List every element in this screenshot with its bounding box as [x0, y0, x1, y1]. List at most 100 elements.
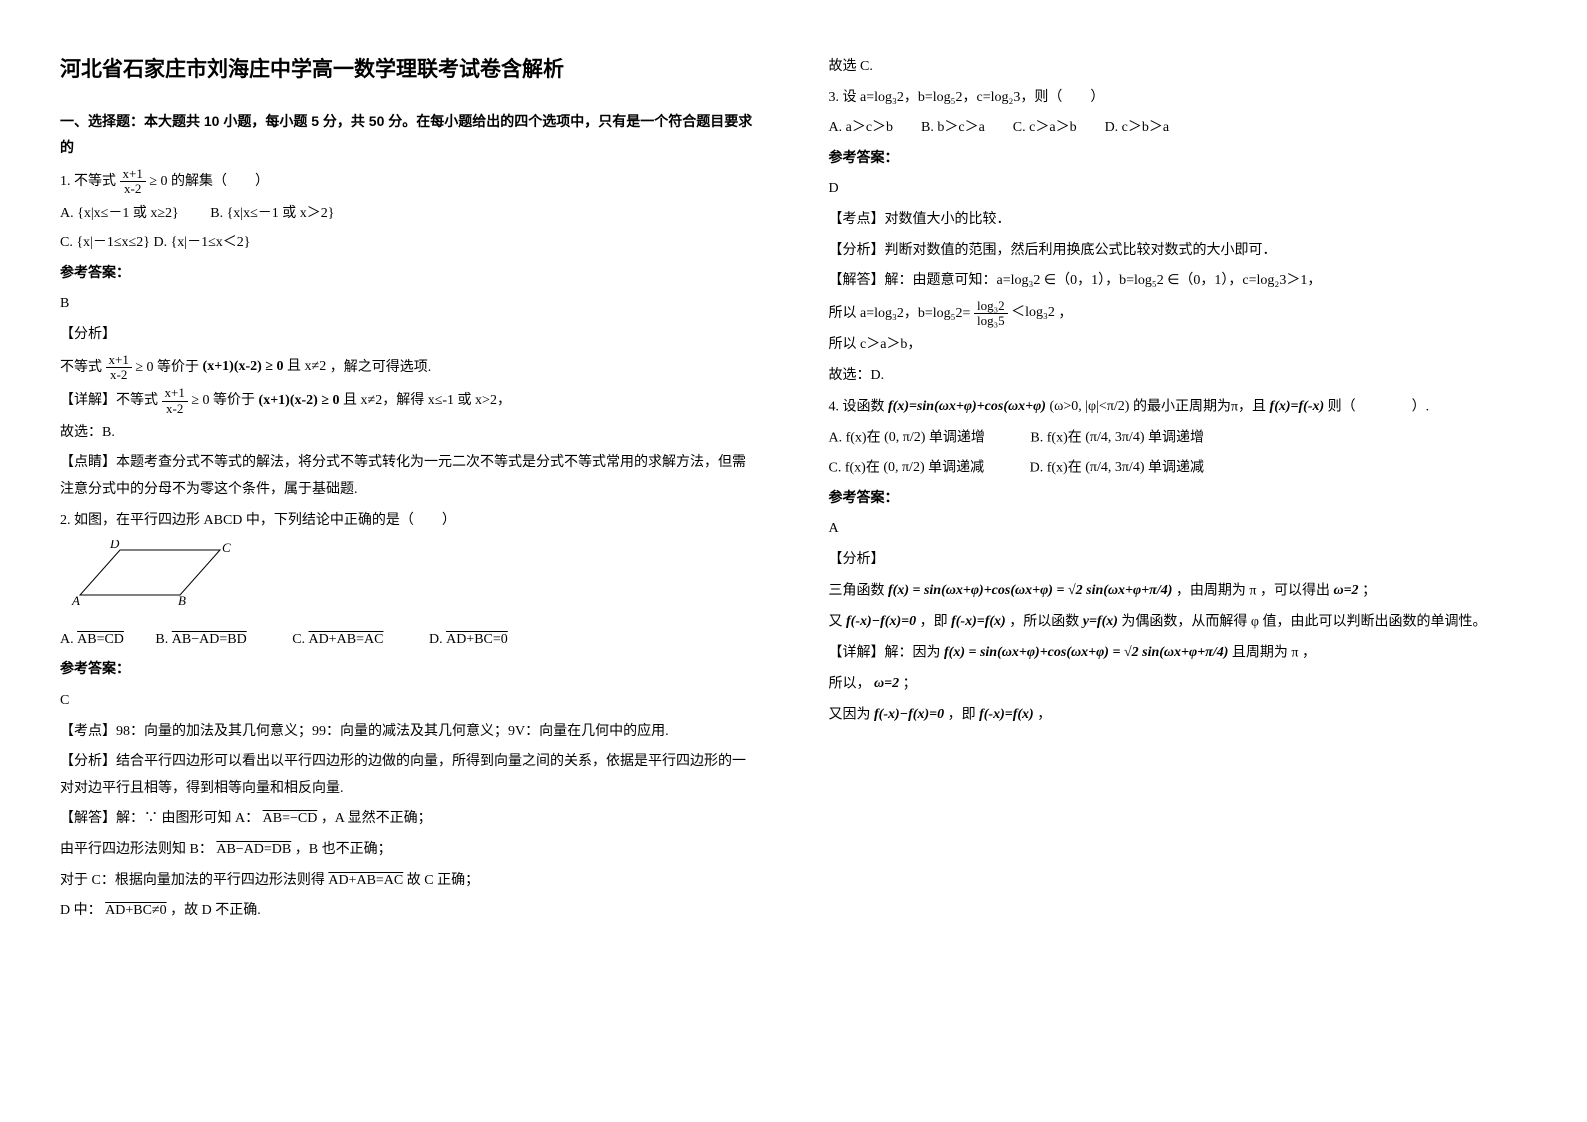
b: f(-x)=f(x) [979, 702, 1034, 729]
q4-ref-label: 参考答案： [829, 486, 1528, 513]
txt: 三角函数 [829, 583, 885, 598]
txt: 对于 C：根据向量加法的平行四边形法则得 [60, 873, 325, 888]
txt: 【详解】解：因为 [829, 645, 941, 660]
txt: 由平行四边形法则知 B： [60, 842, 213, 857]
txt: 4. 设函数 [829, 399, 885, 414]
q1-detail: 【详解】不等式 x+1 x-2 ≥ 0 等价于 (x+1)(x-2) ≥ 0 且… [60, 386, 759, 416]
txt: ，故 D 不正确. [170, 903, 261, 918]
optC-pre: C. [292, 632, 308, 647]
expr: f(x) = sin(ωx+φ)+cos(ωx+φ) = √2 sin(ωx+φ… [944, 640, 1228, 667]
q1-conclude: 故选：B. [60, 420, 759, 447]
txt: ，即 [920, 614, 948, 629]
txt: 所以， [829, 676, 871, 691]
val: ω=2 [874, 671, 899, 698]
label-A: A [71, 593, 80, 608]
q3-res: 所以 c＞a＞b， [829, 332, 1528, 359]
q4-detail: 【详解】解：因为 f(x) = sin(ωx+φ)+cos(ωx+φ) = √2… [829, 640, 1528, 667]
fraction-icon: log₃2 log₃5 [974, 299, 1008, 329]
expr: AD+BC≠0 [105, 903, 166, 918]
expr: AB−AD=DB [216, 842, 291, 857]
q3-calc: 所以 a=log₃2，b=log₅2= log₃2 log₃5 ＜log₃2 ， [829, 299, 1528, 329]
int: (π/4, 3π/4) [1085, 425, 1144, 452]
q2-conclude: 故选 C. [829, 54, 1528, 81]
q2-optC: AD+AB=AC [309, 632, 384, 647]
q3-stem: 3. 设 a=log₃2，b=log₅2，c=log₂3，则（ ） [829, 85, 1528, 112]
q1-stem: 1. 不等式 x+1 x-2 ≥ 0 的解集（ ） [60, 167, 759, 197]
txt: 【解答】解：∵ 由图形可知 A： [60, 811, 259, 826]
frac-den: x-2 [120, 182, 146, 196]
optA-pre: A. [60, 632, 77, 647]
txt: 又因为 [829, 708, 871, 723]
q4-optD-pre: D. f(x)在 [1030, 460, 1082, 475]
txt: ≥ 0 等价于 [191, 393, 255, 408]
txt: ，A 显然不正确； [321, 811, 432, 826]
q1-optC: C. {x|－1≤x≤2} [60, 235, 150, 250]
q4-stem: 4. 设函数 f(x)=sin(ωx+φ)+cos(ωx+φ) (ω>0, |φ… [829, 394, 1528, 421]
q1-stem-post: ≥ 0 的解集（ ） [149, 174, 269, 189]
q2-optD: AD+BC=0 [446, 632, 508, 647]
eq: f(x)=f(-x) [1270, 394, 1325, 421]
q4-options-row2: C. f(x)在 (0, π/2) 单调递减 D. f(x)在 (π/4, 3π… [829, 455, 1528, 482]
txt: ，解之可得选项. [330, 360, 432, 375]
txt: 的最小正周期为π，且 [1133, 399, 1266, 414]
txt: ，B 也不正确； [295, 842, 392, 857]
mid: ＜log₃2 [1011, 300, 1055, 327]
b: f(-x)=f(x) [951, 609, 1006, 636]
q2-fx: 【分析】结合平行四边形可以看出以平行四边形的边做的向量，所得到向量之间的关系，依… [60, 749, 759, 802]
q1-optD: D. {x|－1≤x＜2} [153, 235, 250, 250]
q1-point: 【点睛】本题考查分式不等式的解法，将分式不等式转化为一元二次不等式是分式不等式常… [60, 450, 759, 503]
txt: ， [1037, 708, 1051, 723]
q3-opts: A. a＞c＞b B. b＞c＞a C. c＞a＞b D. c＞b＞a [829, 115, 1528, 142]
txt: ，由周期为 π ，可以得出 [1176, 583, 1330, 598]
q4-fx2: 又 f(-x)−f(x)=0 ，即 f(-x)=f(x) ，所以函数 y=f(x… [829, 609, 1528, 636]
a: f(-x)−f(x)=0 [874, 702, 944, 729]
fraction-icon: x+1 x-2 [120, 167, 146, 197]
parallelogram-diagram: A B C D [70, 540, 759, 621]
parallelogram-svg: A B C D [70, 540, 250, 610]
txt: 不等式 [60, 360, 102, 375]
cond: (ω>0, |φ|<π/2) [1049, 394, 1129, 421]
cond: 且 x≠2 [287, 354, 326, 381]
txt: ，即 [948, 708, 976, 723]
fraction-icon: x+1 x-2 [162, 386, 188, 416]
txt: ； [903, 676, 917, 691]
q2-kd: 【考点】98：向量的加法及其几何意义；99：向量的减法及其几何意义；9V：向量在… [60, 719, 759, 746]
q2-options: A. AB=CD B. AB−AD=BD C. AD+AB=AC D. AD+B… [60, 627, 759, 654]
optB-pre: B. [155, 632, 171, 647]
txt: ， [1058, 306, 1072, 321]
q3-conclude: 故选：D. [829, 363, 1528, 390]
txt: 单调递减 [1148, 460, 1204, 475]
optD-pre: D. [429, 632, 446, 647]
q1-analysis: 不等式 x+1 x-2 ≥ 0 等价于 (x+1)(x-2) ≥ 0 且 x≠2… [60, 353, 759, 383]
fraction-icon: x+1 x-2 [106, 353, 132, 383]
q3-fx: 【分析】判断对数值的范围，然后利用换底公式比较对数式的大小即可． [829, 238, 1528, 265]
q1-optB: B. {x|x≤－1 或 x＞2} [210, 206, 334, 221]
q3-ref-label: 参考答案： [829, 146, 1528, 173]
q2-optB: AB−AD=BD [172, 632, 247, 647]
c: y=f(x) [1083, 609, 1118, 636]
q2-answer: C [60, 688, 759, 715]
expr: AD+AB=AC [328, 873, 403, 888]
q1-stem-pre: 1. 不等式 [60, 174, 116, 189]
expr: (x+1)(x-2) ≥ 0 [203, 354, 284, 381]
page-title: 河北省石家庄市刘海庄中学高一数学理联考试卷含解析 [60, 50, 759, 90]
int: (0, π/2) [884, 425, 925, 452]
txt: D 中： [60, 903, 102, 918]
txt: 单调递增 [1148, 430, 1204, 445]
omega: ω=2 [1333, 578, 1358, 605]
label-B: B [178, 593, 186, 608]
expr: f(x) = sin(ωx+φ)+cos(ωx+φ) = √2 sin(ωx+φ… [888, 578, 1172, 605]
section-1-heading: 一、选择题：本大题共 10 小题，每小题 5 分，共 50 分。在每小题给出的四… [60, 108, 759, 161]
q1-options-ab: A. {x|x≤－1 或 x≥2} B. {x|x≤－1 或 x＞2} [60, 201, 759, 228]
txt: 单调递增 [929, 430, 985, 445]
q2-optA: AB=CD [77, 632, 124, 647]
right-column: 故选 C. 3. 设 a=log₃2，b=log₅2，c=log₂3，则（ ） … [829, 50, 1528, 929]
q3-kd: 【考点】对数值大小的比较． [829, 207, 1528, 234]
q2-jd-d: D 中： AD+BC≠0 ，故 D 不正确. [60, 898, 759, 925]
q4-optC-pre: C. f(x)在 [829, 460, 880, 475]
q2-stem: 2. 如图，在平行四边形 ABCD 中，下列结论中正确的是（ ） [60, 508, 759, 535]
int: (0, π/2) [883, 455, 924, 482]
q1-options-cd: C. {x|－1≤x≤2} D. {x|－1≤x＜2} [60, 230, 759, 257]
q4-so1: 所以， ω=2 ； [829, 671, 1528, 698]
func: f(x)=sin(ωx+φ)+cos(ωx+φ) [888, 394, 1046, 421]
